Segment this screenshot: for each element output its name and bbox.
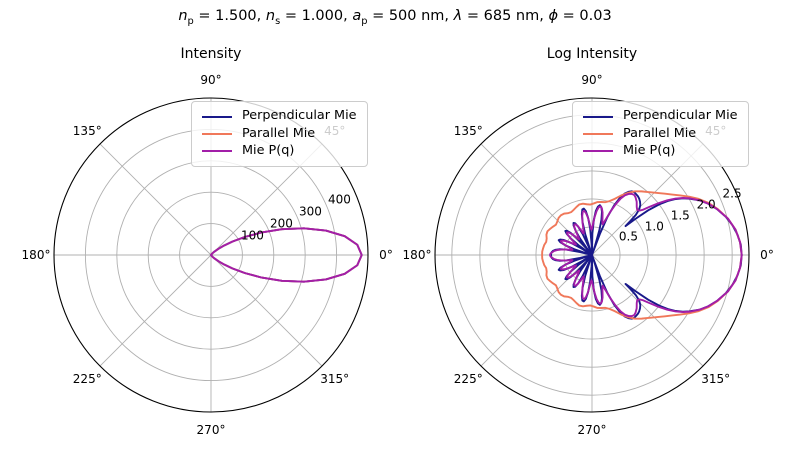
theta-tick-label-intensity-180°: 180° <box>21 248 51 262</box>
figure-title-segment: p <box>361 15 368 27</box>
polar-grid-spoke <box>210 254 323 367</box>
figure-title-segment: = 0.03 <box>558 8 612 24</box>
polar-outline <box>434 97 750 413</box>
legend-line-sample-parallel <box>583 132 613 135</box>
theta-tick-label-intensity-315°: 315° <box>320 371 350 386</box>
theta-tick-label-intensity-0°: 0° <box>379 248 393 262</box>
radial-tick-label-intensity-400: 400 <box>328 192 351 207</box>
figure-title-segment: = 1.000, <box>280 8 353 24</box>
legend-item-perpendicular-mie: Perpendicular Mie <box>202 108 357 125</box>
theta-tick-label-log-intensity-0°: 0° <box>760 248 774 262</box>
legend-line-sample-pq <box>202 150 232 153</box>
figure-title-segment: s <box>275 15 281 27</box>
theta-tick-label-intensity-90°: 90° <box>200 73 222 87</box>
polar-outline <box>53 97 369 413</box>
figure-title-segment: n <box>178 8 188 24</box>
theta-tick-label-log-intensity-315°: 315° <box>701 371 731 386</box>
radial-tick-label-log-intensity-2.0: 2.0 <box>696 197 716 212</box>
legend-log-intensity: Perpendicular Mie Parallel Mie Mie P(q) <box>572 101 749 167</box>
legend-line-sample-parallel <box>202 132 232 135</box>
polar-grid-spoke <box>480 254 593 367</box>
legend-item-mie-pq: Mie P(q) <box>583 143 738 160</box>
legend-line-sample-pq <box>583 150 613 153</box>
polar-grid-spoke <box>591 254 704 367</box>
legend-label: Parallel Mie <box>242 125 316 141</box>
legend-label: Perpendicular Mie <box>242 108 357 124</box>
radial-tick-label-intensity-100: 100 <box>241 228 264 243</box>
theta-tick-label-log-intensity-135°: 135° <box>453 124 483 139</box>
series-perpendicular-mie <box>550 190 743 320</box>
legend-item-parallel-mie: Parallel Mie <box>583 125 738 142</box>
figure-title-segment: ϕ <box>548 8 559 24</box>
legend-label: Mie P(q) <box>623 142 676 158</box>
figure-title: np = 1.500, ns = 1.000, ap = 500 nm, λ =… <box>0 6 790 32</box>
legend-item-perpendicular-mie: Perpendicular Mie <box>583 108 738 125</box>
radial-tick-label-log-intensity-1.0: 1.0 <box>644 219 664 234</box>
legend-intensity: Perpendicular Mie Parallel Mie Mie P(q) <box>191 101 368 167</box>
subplot-title-log-intensity: Log Intensity <box>546 46 638 62</box>
polar-grid-spoke <box>99 143 212 256</box>
legend-item-mie-pq: Mie P(q) <box>202 143 357 160</box>
figure-title-segment: = 1.500, <box>193 8 266 24</box>
radial-tick-label-log-intensity-2.5: 2.5 <box>722 186 742 201</box>
theta-tick-label-intensity-135°: 135° <box>72 124 102 139</box>
radial-tick-label-intensity-300: 300 <box>299 204 322 219</box>
figure-title-segment: λ <box>453 8 463 24</box>
theta-tick-label-log-intensity-270°: 270° <box>577 423 607 437</box>
polar-axes-intensity <box>53 97 369 413</box>
figure-title-segment: = 500 nm, <box>367 8 454 24</box>
theta-tick-label-intensity-225°: 225° <box>72 371 102 386</box>
theta-tick-label-log-intensity-180°: 180° <box>402 248 432 262</box>
series-parallel-mie <box>541 190 743 320</box>
polar-axes-log-intensity <box>434 97 750 413</box>
legend-line-sample-perpendicular <box>202 115 232 118</box>
theta-tick-label-log-intensity-225°: 225° <box>453 371 483 386</box>
figure-title-segment: n <box>265 8 276 24</box>
legend-label: Perpendicular Mie <box>623 108 738 124</box>
legend-item-parallel-mie: Parallel Mie <box>202 125 357 142</box>
theta-tick-label-intensity-270°: 270° <box>196 423 226 437</box>
polar-grid-spoke <box>99 254 212 367</box>
series-mie-p-q- <box>210 227 363 283</box>
subplot-title-intensity: Intensity <box>180 46 242 62</box>
figure-title-segment: a <box>352 8 362 24</box>
figure-title-segment: = 685 nm, <box>462 8 549 24</box>
series-mie-p-q- <box>549 192 743 318</box>
radial-tick-label-log-intensity-0.5: 0.5 <box>618 229 638 244</box>
radial-tick-label-intensity-200: 200 <box>270 216 293 231</box>
legend-line-sample-perpendicular <box>583 115 613 118</box>
theta-tick-label-log-intensity-90°: 90° <box>581 73 603 87</box>
figure-title-segment: p <box>187 15 194 27</box>
legend-label: Mie P(q) <box>242 142 295 158</box>
legend-label: Parallel Mie <box>623 125 697 141</box>
radial-tick-label-log-intensity-1.5: 1.5 <box>670 208 690 223</box>
